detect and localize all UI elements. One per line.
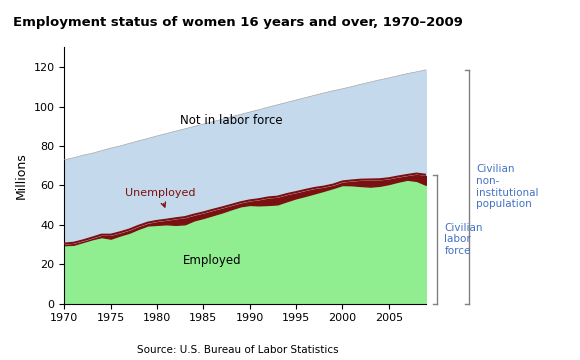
Y-axis label: Millions: Millions [15, 152, 28, 199]
Text: Civilian
labor
force: Civilian labor force [444, 222, 483, 256]
Text: Employment status of women 16 years and over, 1970–2009: Employment status of women 16 years and … [13, 16, 463, 29]
Text: Source: U.S. Bureau of Labor Statistics: Source: U.S. Bureau of Labor Statistics [137, 345, 339, 355]
Text: Employed: Employed [183, 254, 242, 267]
Text: Not in labor force: Not in labor force [180, 114, 282, 127]
Text: Civilian
non-
institutional
population: Civilian non- institutional population [476, 165, 539, 209]
Text: Unemployed: Unemployed [125, 188, 195, 207]
